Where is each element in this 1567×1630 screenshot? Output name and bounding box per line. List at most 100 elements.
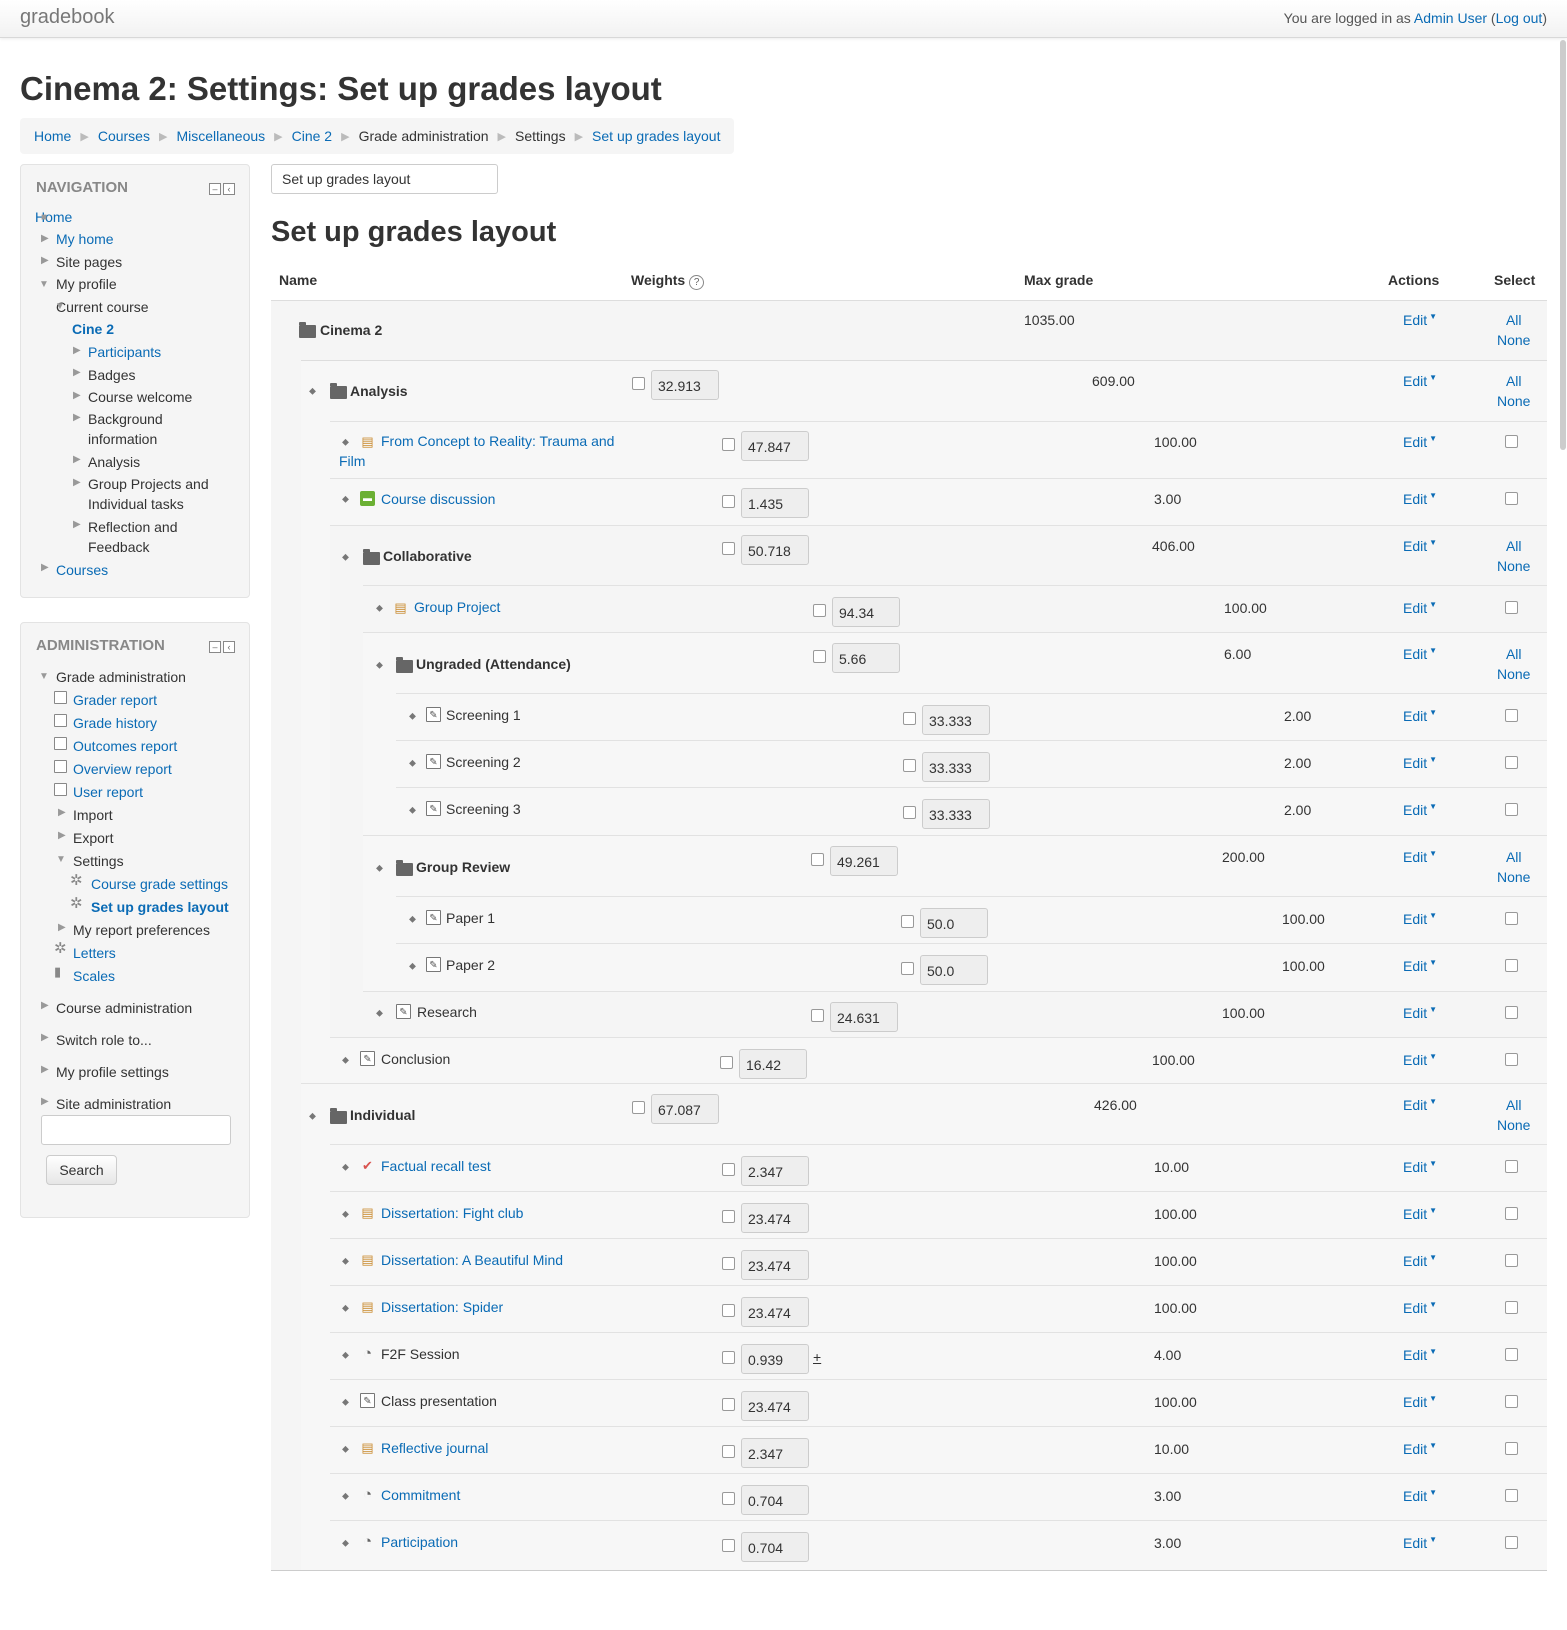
select-checkbox[interactable] bbox=[1505, 1053, 1518, 1066]
admin-letters[interactable]: Letters bbox=[73, 945, 116, 961]
grade-item-link[interactable]: Group Project bbox=[414, 599, 501, 615]
edit-menu[interactable]: Edit ▼ bbox=[1403, 1005, 1437, 1021]
weight-input[interactable]: 24.631 bbox=[830, 1002, 898, 1032]
search-button[interactable]: Search bbox=[46, 1155, 117, 1185]
admin-site-administration[interactable]: Site administration bbox=[56, 1096, 172, 1112]
weight-override-checkbox[interactable] bbox=[903, 806, 916, 819]
admin-switch-role[interactable]: Switch role to... bbox=[56, 1032, 152, 1048]
admin-import[interactable]: Import bbox=[73, 807, 113, 823]
breadcrumb-current[interactable]: Set up grades layout bbox=[592, 128, 721, 144]
weight-input[interactable]: 5.66 bbox=[832, 643, 900, 673]
select-none-link[interactable]: None bbox=[1497, 558, 1531, 574]
expand-arrow-icon[interactable]: ▶ bbox=[41, 1000, 49, 1011]
dock-icon[interactable]: ‹ bbox=[223, 183, 235, 195]
dock-icon[interactable]: ‹ bbox=[223, 641, 235, 653]
weight-input[interactable]: 0.939 bbox=[741, 1344, 809, 1374]
admin-overview-report[interactable]: Overview report bbox=[73, 761, 172, 777]
admin-course-grade-settings[interactable]: Course grade settings bbox=[91, 876, 228, 892]
grade-item-link[interactable]: Dissertation: Spider bbox=[381, 1299, 504, 1315]
expand-arrow-icon[interactable]: ▶ bbox=[41, 233, 49, 244]
nav-course-welcome[interactable]: Course welcome bbox=[88, 389, 193, 405]
weight-override-checkbox[interactable] bbox=[722, 1445, 735, 1458]
select-none-link[interactable]: None bbox=[1497, 1117, 1531, 1133]
nav-reflection-line2[interactable]: Feedback bbox=[88, 539, 150, 555]
logout-link[interactable]: Log out bbox=[1495, 10, 1543, 26]
move-icon[interactable]: ⬥ bbox=[376, 863, 383, 874]
admin-grade-administration[interactable]: Grade administration bbox=[56, 669, 186, 685]
weight-input[interactable]: 32.913 bbox=[651, 370, 719, 400]
edit-menu[interactable]: Edit ▼ bbox=[1403, 708, 1437, 724]
weight-override-checkbox[interactable] bbox=[901, 915, 914, 928]
site-brand[interactable]: gradebook bbox=[20, 6, 115, 28]
weight-override-checkbox[interactable] bbox=[813, 650, 826, 663]
expand-arrow-icon[interactable]: ▶ bbox=[58, 807, 66, 818]
nav-courses[interactable]: Courses bbox=[56, 562, 109, 578]
admin-grade-history[interactable]: Grade history bbox=[73, 715, 158, 731]
expand-arrow-icon[interactable]: ▶ bbox=[73, 477, 81, 488]
weight-override-checkbox[interactable] bbox=[722, 1210, 735, 1223]
select-checkbox[interactable] bbox=[1505, 1006, 1518, 1019]
admin-user-report[interactable]: User report bbox=[73, 784, 144, 800]
edit-menu[interactable]: Edit ▼ bbox=[1403, 1535, 1437, 1551]
weight-override-checkbox[interactable] bbox=[722, 1351, 735, 1364]
weight-override-checkbox[interactable] bbox=[722, 1304, 735, 1317]
move-icon[interactable]: ⬥ bbox=[342, 1209, 349, 1220]
select-none-link[interactable]: None bbox=[1497, 332, 1531, 348]
move-icon[interactable]: ⬥ bbox=[409, 711, 416, 722]
edit-menu[interactable]: Edit ▼ bbox=[1403, 1052, 1437, 1068]
weight-override-checkbox[interactable] bbox=[632, 1101, 645, 1114]
move-icon[interactable]: ⬥ bbox=[309, 386, 316, 397]
select-checkbox[interactable] bbox=[1505, 912, 1518, 925]
select-none-link[interactable]: None bbox=[1497, 869, 1531, 885]
weight-input[interactable]: 2.347 bbox=[741, 1438, 809, 1468]
move-icon[interactable]: ⬥ bbox=[342, 1162, 349, 1173]
weight-input[interactable]: 23.474 bbox=[741, 1391, 809, 1421]
edit-menu[interactable]: Edit ▼ bbox=[1403, 373, 1437, 389]
nav-analysis[interactable]: Analysis bbox=[88, 454, 141, 470]
move-icon[interactable]: ⬥ bbox=[409, 961, 416, 972]
grade-item-link[interactable]: Reflective journal bbox=[381, 1440, 489, 1456]
expand-arrow-icon[interactable]: ▶ bbox=[73, 412, 81, 423]
move-icon[interactable]: ⬥ bbox=[376, 660, 383, 671]
weight-input[interactable]: 0.704 bbox=[741, 1485, 809, 1515]
select-checkbox[interactable] bbox=[1505, 1489, 1518, 1502]
expand-arrow-icon[interactable]: ▶ bbox=[41, 255, 49, 266]
grade-item-link-line2[interactable]: Film bbox=[339, 453, 366, 469]
admin-settings[interactable]: Settings bbox=[73, 853, 124, 869]
edit-menu[interactable]: Edit ▼ bbox=[1403, 755, 1437, 771]
expand-arrow-icon[interactable]: ▶ bbox=[41, 1032, 49, 1043]
nav-badges[interactable]: Badges bbox=[88, 367, 136, 383]
edit-menu[interactable]: Edit ▼ bbox=[1403, 538, 1437, 554]
move-icon[interactable]: ⬥ bbox=[309, 1111, 316, 1122]
select-all-link[interactable]: All bbox=[1505, 373, 1522, 389]
select-all-link[interactable]: All bbox=[1505, 1097, 1522, 1113]
weight-input[interactable]: 0.704 bbox=[741, 1532, 809, 1562]
admin-profile-settings[interactable]: My profile settings bbox=[56, 1064, 169, 1080]
scrollbar[interactable] bbox=[1560, 40, 1566, 450]
weight-override-checkbox[interactable] bbox=[722, 1492, 735, 1505]
expand-arrow-icon[interactable]: ▶ bbox=[73, 454, 81, 465]
collapse-arrow-icon[interactable]: ▼ bbox=[55, 301, 65, 312]
expand-arrow-icon[interactable]: ▶ bbox=[41, 562, 49, 573]
nav-group-projects-line2[interactable]: Individual tasks bbox=[88, 496, 184, 512]
weight-override-checkbox[interactable] bbox=[722, 1163, 735, 1176]
move-icon[interactable]: ⬥ bbox=[376, 603, 383, 614]
nav-group-projects[interactable]: Group Projects and bbox=[88, 476, 209, 492]
weight-override-checkbox[interactable] bbox=[813, 604, 826, 617]
weight-input[interactable]: 1.435 bbox=[741, 488, 809, 518]
move-icon[interactable]: ⬥ bbox=[342, 437, 349, 448]
edit-menu[interactable]: Edit ▼ bbox=[1403, 1159, 1437, 1175]
nav-my-home[interactable]: My home bbox=[56, 231, 114, 247]
weight-input[interactable]: 2.347 bbox=[741, 1156, 809, 1186]
move-icon[interactable]: ⬥ bbox=[342, 1350, 349, 1361]
expand-arrow-icon[interactable]: ▶ bbox=[41, 1096, 49, 1107]
select-checkbox[interactable] bbox=[1505, 601, 1518, 614]
nav-background[interactable]: Background bbox=[88, 411, 163, 427]
edit-menu[interactable]: Edit ▼ bbox=[1403, 491, 1437, 507]
grade-item-link[interactable]: From Concept to Reality: Trauma and bbox=[381, 433, 615, 449]
collapse-icon[interactable]: – bbox=[209, 183, 221, 195]
admin-search-input[interactable] bbox=[41, 1115, 231, 1145]
weight-override-checkbox[interactable] bbox=[903, 712, 916, 725]
select-checkbox[interactable] bbox=[1505, 756, 1518, 769]
grade-item-link[interactable]: Commitment bbox=[381, 1487, 461, 1503]
